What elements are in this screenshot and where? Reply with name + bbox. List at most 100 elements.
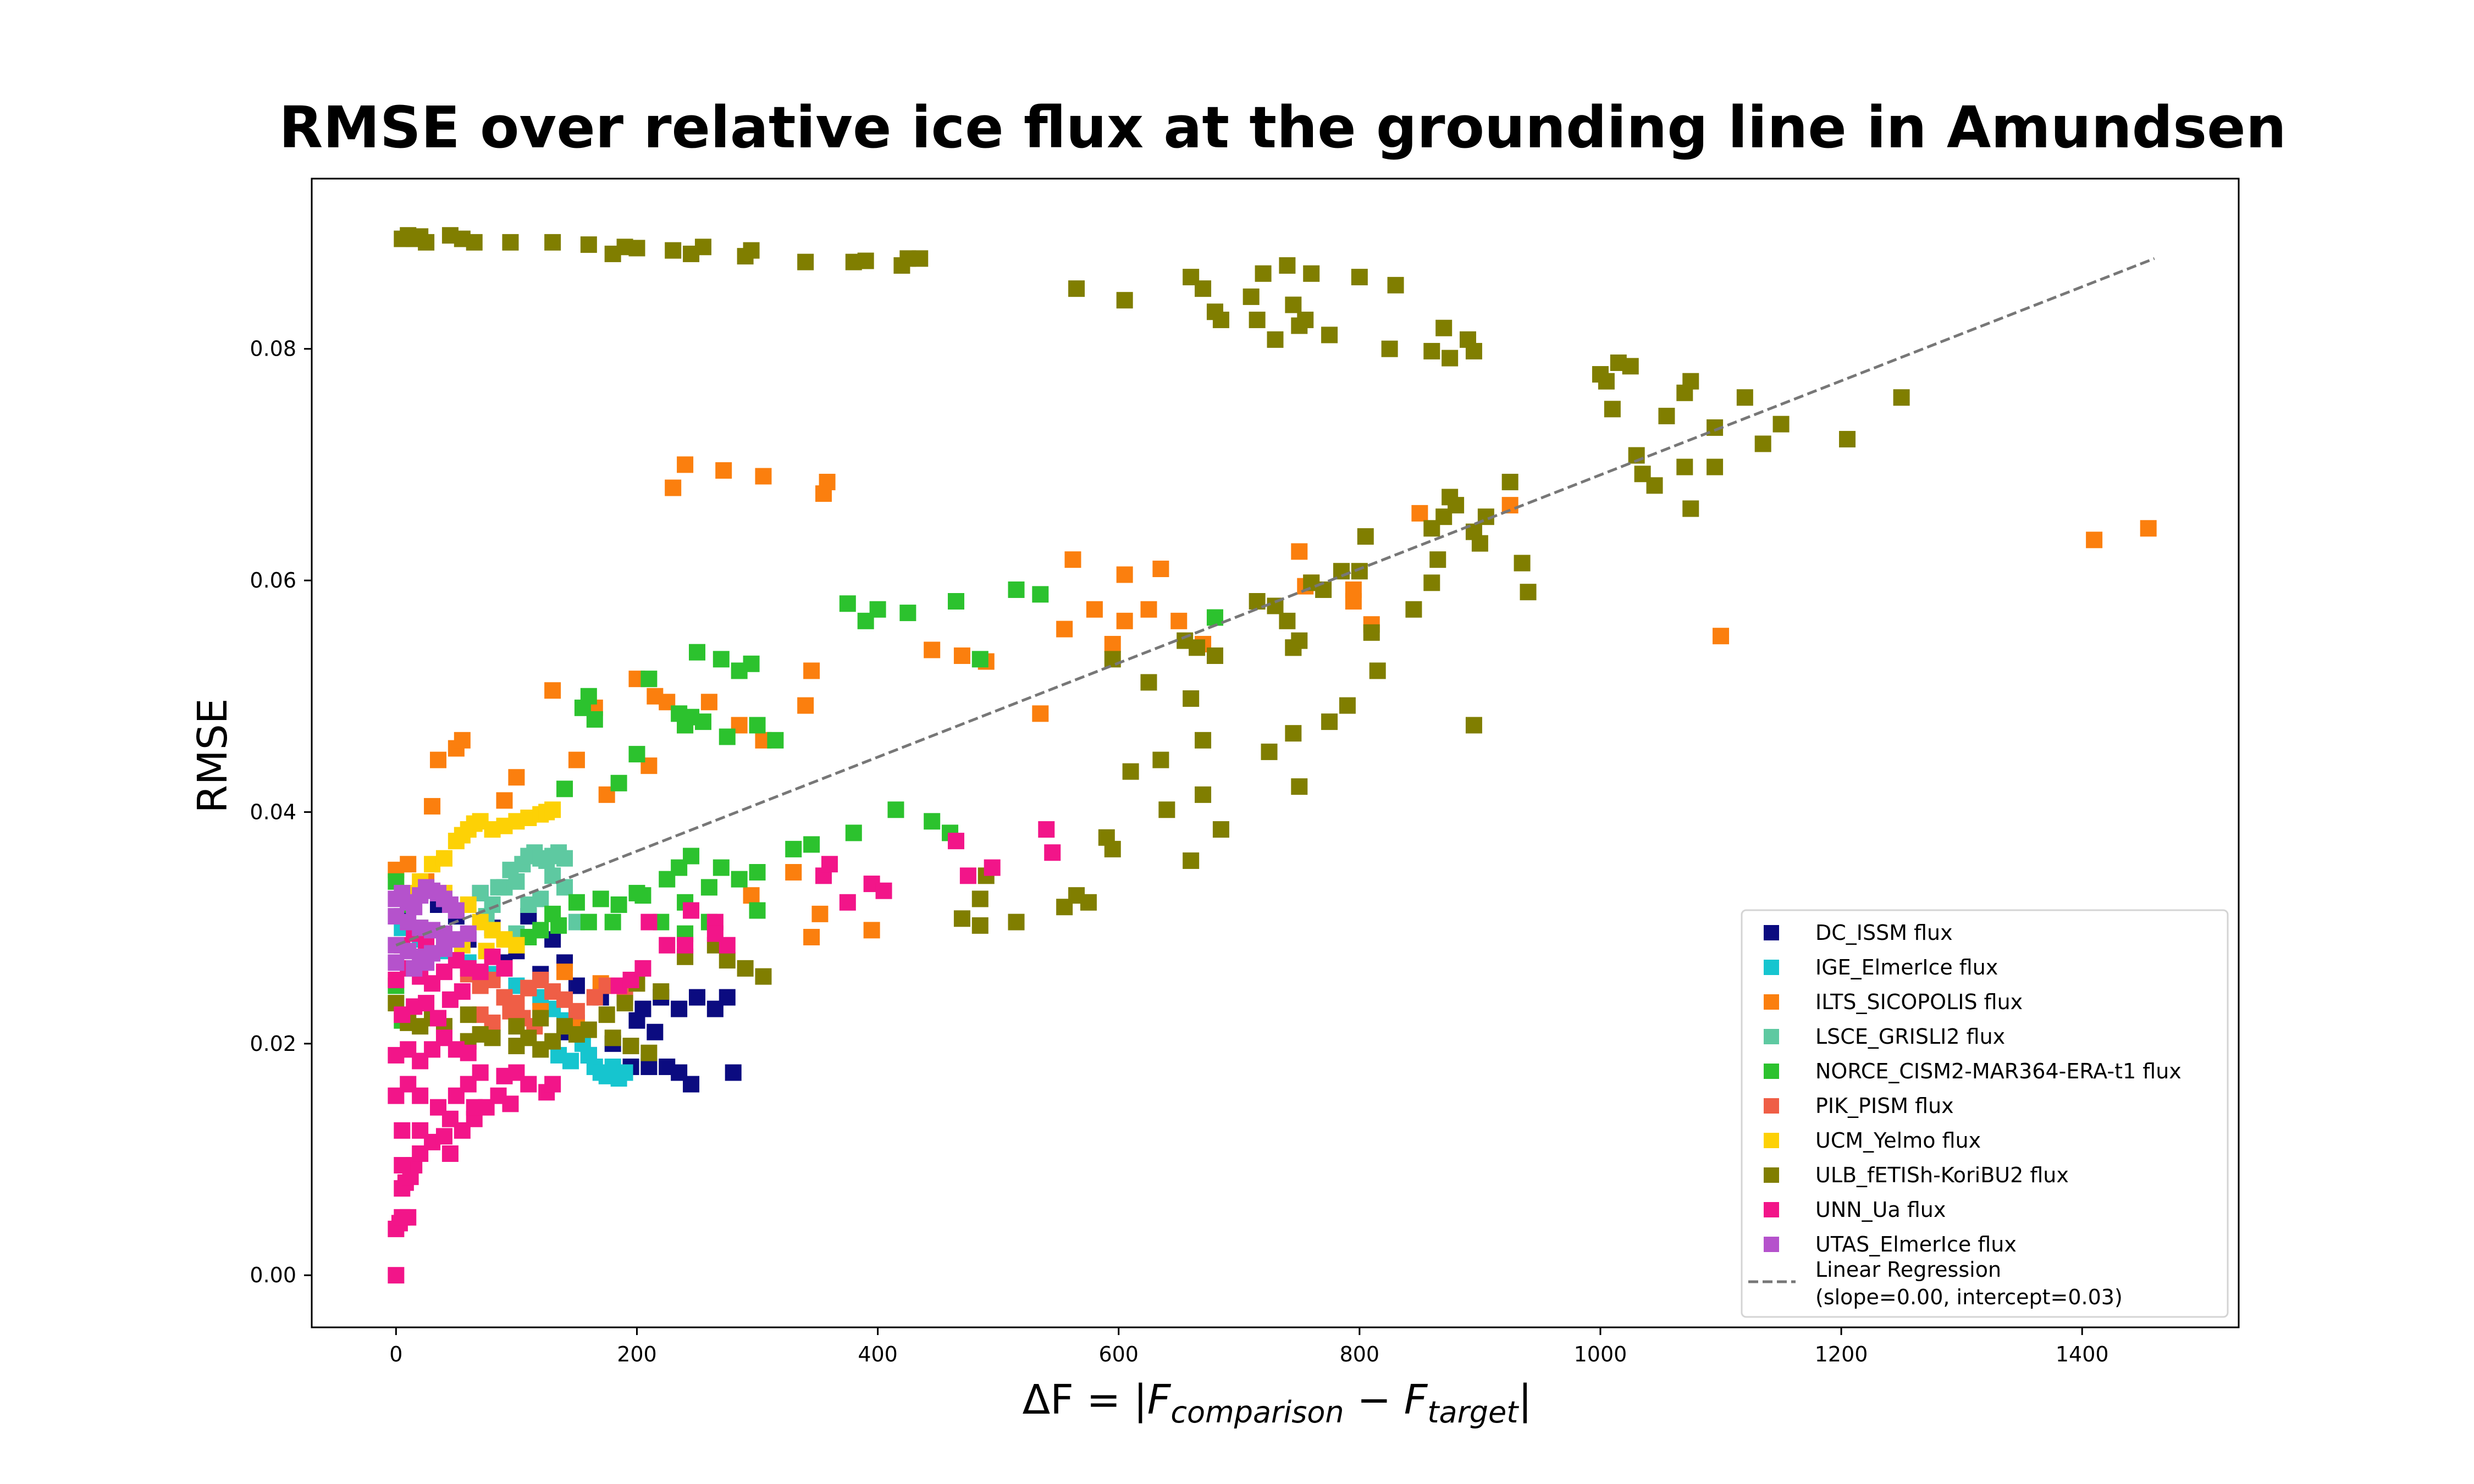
point-series-4 — [556, 780, 573, 798]
point-series-7 — [1604, 401, 1621, 418]
point-series-4 — [749, 864, 766, 881]
point-series-8 — [400, 1209, 417, 1226]
point-series-8 — [412, 1122, 429, 1139]
point-series-8 — [418, 995, 435, 1012]
y-tick-label: 0.04 — [250, 800, 296, 824]
point-series-7 — [466, 234, 483, 251]
point-series-8 — [683, 902, 700, 919]
point-series-4 — [749, 717, 766, 734]
point-series-0 — [719, 989, 736, 1006]
point-series-7 — [1212, 312, 1229, 329]
point-series-7 — [580, 236, 597, 253]
y-axis-label: RMSE — [189, 699, 236, 813]
point-series-7 — [1104, 840, 1121, 857]
legend: DC_ISSM flux IGE_ElmerIce flux ILTS_SICOPO… — [1741, 909, 2229, 1318]
point-series-8 — [544, 1076, 561, 1093]
point-series-0 — [640, 1058, 658, 1075]
point-series-8 — [1044, 844, 1061, 861]
point-series-2 — [556, 964, 573, 981]
point-series-4 — [713, 651, 730, 668]
point-series-8 — [659, 937, 676, 954]
point-series-4 — [694, 713, 711, 730]
point-series-2 — [1086, 601, 1103, 618]
legend-marker-0 — [1764, 925, 1779, 940]
point-series-7 — [1249, 312, 1266, 329]
point-series-2 — [700, 694, 717, 711]
point-series-7 — [640, 1044, 658, 1061]
point-series-8 — [412, 1087, 429, 1104]
point-series-2 — [1116, 612, 1133, 629]
point-series-7 — [912, 250, 929, 267]
point-series-7 — [1255, 265, 1272, 282]
point-series-9 — [460, 925, 477, 942]
point-series-7 — [1442, 489, 1459, 506]
point-series-2 — [1032, 705, 1049, 722]
point-series-7 — [1501, 473, 1518, 490]
point-series-7 — [1303, 265, 1320, 282]
point-series-7 — [1520, 584, 1537, 601]
point-series-7 — [1056, 899, 1073, 916]
point-series-7 — [1291, 778, 1308, 795]
point-series-7 — [1068, 280, 1085, 297]
point-series-7 — [1682, 500, 1699, 517]
point-series-2 — [785, 864, 802, 881]
point-series-7 — [797, 253, 814, 270]
point-series-4 — [550, 917, 567, 934]
point-series-7 — [1206, 647, 1223, 665]
point-series-3 — [502, 861, 519, 878]
point-series-7 — [622, 1038, 639, 1055]
point-series-3 — [520, 896, 537, 913]
point-series-2 — [1411, 505, 1428, 522]
point-series-2 — [811, 905, 829, 922]
point-series-7 — [1369, 662, 1386, 679]
point-series-7 — [1195, 280, 1212, 297]
point-series-7 — [1435, 319, 1453, 336]
regression-line — [395, 257, 2155, 947]
point-series-4 — [845, 824, 862, 841]
legend-marker-6 — [1764, 1133, 1779, 1148]
point-series-2 — [430, 751, 447, 768]
legend-marker-1 — [1764, 960, 1779, 975]
point-series-8 — [821, 856, 838, 873]
point-series-7 — [508, 1018, 525, 1035]
point-series-4 — [568, 894, 585, 911]
point-series-7 — [1242, 288, 1260, 305]
x-tick-label: 1200 — [1815, 1342, 1868, 1366]
legend-marker-5 — [1764, 1098, 1779, 1114]
point-series-0 — [628, 1012, 645, 1029]
point-series-8 — [430, 1010, 447, 1027]
point-series-7 — [971, 917, 989, 934]
point-series-8 — [460, 1044, 477, 1061]
point-series-7 — [1321, 713, 1338, 730]
point-series-0 — [647, 1023, 664, 1040]
point-series-4 — [731, 871, 748, 888]
point-series-7 — [1116, 292, 1133, 309]
point-series-7 — [1195, 732, 1212, 749]
x-tick-label: 600 — [1098, 1342, 1139, 1366]
point-series-8 — [677, 937, 694, 954]
point-series-2 — [508, 769, 525, 786]
legend-box — [1741, 909, 2229, 1318]
point-series-1 — [616, 1064, 633, 1081]
point-series-7 — [1429, 551, 1446, 568]
point-series-8 — [394, 1157, 411, 1174]
point-series-7 — [1363, 624, 1380, 641]
point-series-7 — [1104, 651, 1121, 668]
y-tick-label: 0.02 — [250, 1032, 296, 1056]
point-series-0 — [683, 1076, 700, 1093]
point-series-2 — [803, 928, 820, 945]
point-series-7 — [1140, 674, 1157, 691]
point-series-4 — [899, 605, 916, 622]
point-series-0 — [689, 989, 705, 1006]
legend-marker-3 — [1764, 1029, 1779, 1044]
point-series-2 — [568, 751, 585, 768]
point-series-7 — [1279, 257, 1296, 274]
point-series-4 — [628, 746, 645, 763]
point-series-9 — [388, 954, 405, 971]
point-series-7 — [1261, 743, 1278, 760]
y-tick-label: 0.06 — [250, 568, 296, 593]
point-series-8 — [388, 1267, 405, 1284]
point-series-2 — [2086, 531, 2103, 549]
point-series-8 — [719, 937, 736, 954]
point-series-2 — [863, 922, 880, 939]
